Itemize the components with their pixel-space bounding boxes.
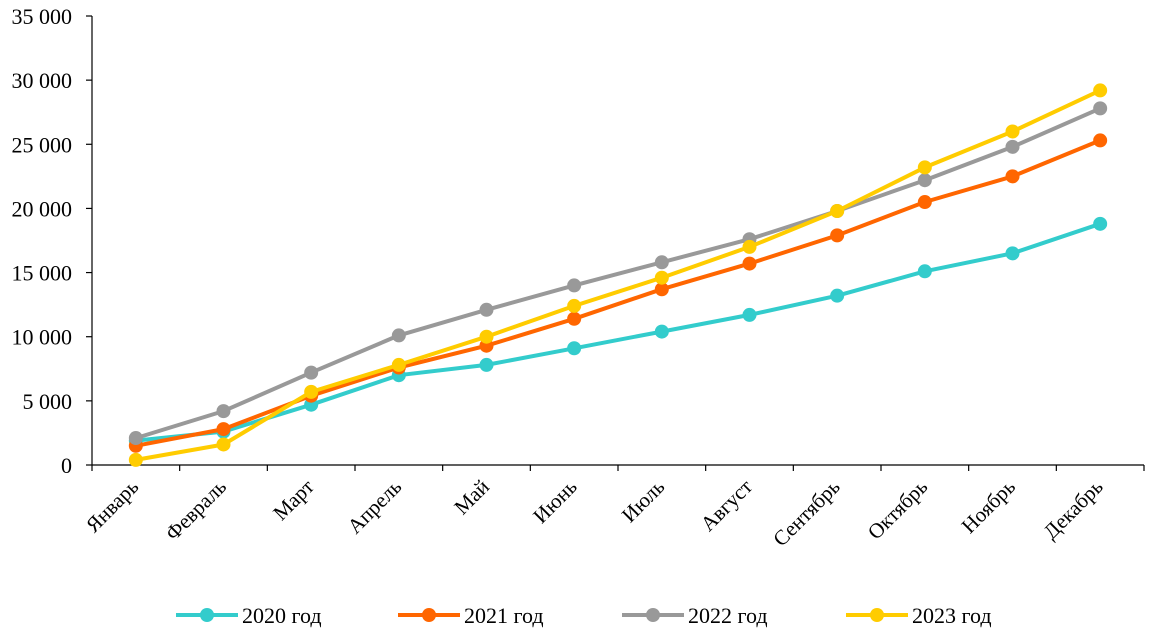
x-axis-ticks: Январь Февраль Март Апрель Май Июнь Июль Август… <box>81 465 1145 551</box>
data-point <box>1093 101 1108 116</box>
y-axis-ticks: 0 5 000 10 000 15 000 20 000 25 000 30 000 35 0… <box>12 4 92 478</box>
data-point <box>1005 139 1020 154</box>
data-point <box>216 437 231 452</box>
data-point <box>216 422 231 437</box>
x-tick-label: Февраль <box>160 475 231 546</box>
data-point <box>1093 133 1108 148</box>
y-tick-label: 10 000 <box>12 325 73 350</box>
x-tick-label: Ноябрь <box>957 475 1020 538</box>
data-point <box>917 195 932 210</box>
data-point <box>567 341 582 356</box>
series-line <box>135 221 1101 443</box>
series-3 <box>128 101 1108 446</box>
y-tick-label: 15 000 <box>12 261 73 286</box>
data-point <box>1093 83 1108 98</box>
x-tick-label: Март <box>268 475 318 525</box>
series-line <box>135 88 1102 462</box>
x-tick-label: Апрель <box>343 475 407 539</box>
data-point <box>567 311 582 326</box>
data-point <box>830 203 845 218</box>
legend-item: 2021 год <box>398 603 544 628</box>
legend-label: 2020 год <box>242 603 322 628</box>
x-tick-label: Май <box>449 475 494 520</box>
data-point <box>128 431 143 446</box>
data-point <box>917 264 932 279</box>
series-layer <box>128 83 1108 467</box>
data-point <box>1005 246 1020 261</box>
data-point <box>479 302 494 317</box>
data-point <box>391 357 406 372</box>
series-line <box>135 106 1102 441</box>
data-point <box>479 329 494 344</box>
data-point <box>917 160 932 175</box>
legend-item: 2020 год <box>176 603 322 628</box>
data-point <box>567 298 582 313</box>
data-point <box>742 256 757 271</box>
y-tick-label: 0 <box>61 453 72 478</box>
x-tick-label: Август <box>696 475 757 536</box>
legend-label: 2021 год <box>464 603 544 628</box>
x-tick-label: Сентябрь <box>768 475 844 551</box>
data-point <box>742 307 757 322</box>
legend-item: 2023 год <box>846 603 992 628</box>
data-point <box>830 288 845 303</box>
data-point <box>567 278 582 293</box>
data-point <box>304 384 319 399</box>
data-point <box>917 173 932 188</box>
y-tick-label: 30 000 <box>12 68 73 93</box>
data-point <box>654 255 669 270</box>
legend-item: 2022 год <box>622 603 768 628</box>
y-tick-label: 25 000 <box>12 132 73 157</box>
data-point <box>654 324 669 339</box>
data-point <box>1093 216 1108 231</box>
x-tick-label: Июль <box>617 475 670 528</box>
series-4 <box>128 83 1108 467</box>
data-point <box>391 328 406 343</box>
y-tick-label: 35 000 <box>12 4 73 29</box>
data-point <box>742 239 757 254</box>
data-point <box>830 228 845 243</box>
legend-label: 2022 год <box>688 603 768 628</box>
data-point <box>1005 124 1020 139</box>
data-point <box>1005 169 1020 184</box>
x-tick-label: Июнь <box>528 475 582 529</box>
data-point <box>479 357 494 372</box>
data-point <box>128 452 143 467</box>
data-point <box>654 282 669 297</box>
x-tick-label: Декабрь <box>1038 475 1107 544</box>
data-point <box>304 365 319 380</box>
legend-label: 2023 год <box>912 603 992 628</box>
data-point <box>216 404 231 419</box>
legend-swatch-marker <box>422 608 436 622</box>
legend-swatch-marker <box>646 608 660 622</box>
legend-swatch-marker <box>870 608 884 622</box>
y-tick-label: 5 000 <box>23 389 73 414</box>
legend-swatch-marker <box>200 608 214 622</box>
y-tick-label: 20 000 <box>12 196 73 221</box>
data-point <box>654 270 669 285</box>
x-tick-label: Январь <box>81 475 143 537</box>
legend: 2020 год 2021 год 2022 год 2023 год <box>176 603 992 628</box>
x-tick-label: Октябрь <box>863 475 933 545</box>
